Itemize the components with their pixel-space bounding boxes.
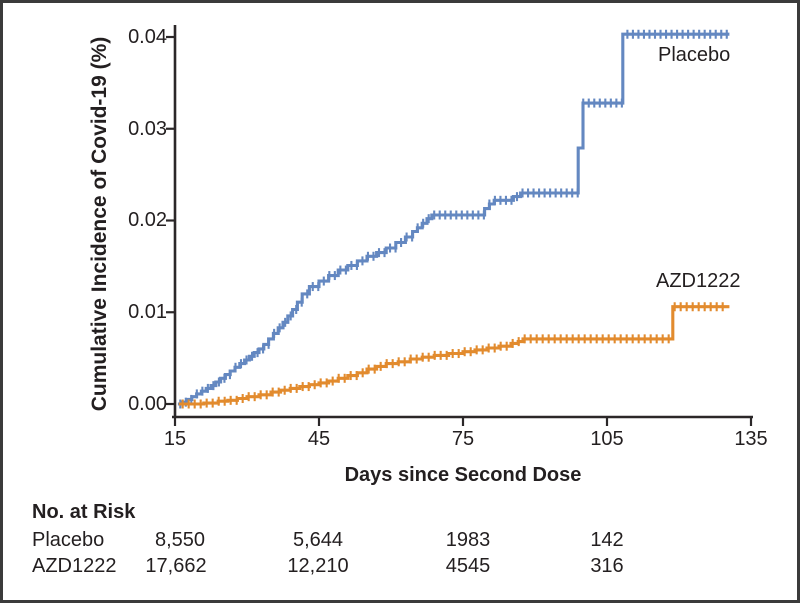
risk-row-label-placebo: Placebo [32, 529, 105, 551]
x-tick-label: 75 [451, 428, 475, 450]
y-tick-label: 0.02 [128, 209, 167, 231]
risk-value: 1983 [445, 529, 491, 551]
x-tick-label: 135 [734, 428, 768, 450]
series-placebo [177, 32, 730, 406]
y-tick-label: 0.03 [128, 118, 167, 140]
y-tick-label: 0.00 [128, 393, 167, 415]
curve-label-azd1222: AZD1222 [656, 270, 741, 292]
y-tick-label: 0.01 [128, 301, 167, 323]
x-axis-title: Days since Second Dose [344, 464, 582, 486]
risk-table-header: No. at Risk [32, 501, 136, 523]
risk-value: 5,644 [292, 529, 344, 551]
x-tick-label: 15 [163, 428, 187, 450]
risk-value: 17,662 [145, 555, 207, 577]
x-tick-label: 105 [590, 428, 624, 450]
curve-label-placebo: Placebo [658, 44, 731, 66]
risk-value: 142 [590, 529, 624, 551]
risk-row-label-azd1222: AZD1222 [32, 555, 117, 577]
series-azd1222 [178, 305, 730, 406]
y-tick-label: 0.04 [128, 26, 167, 48]
x-tick-label: 45 [307, 428, 331, 450]
risk-value: 12,210 [287, 555, 349, 577]
risk-value: 316 [590, 555, 624, 577]
risk-value: 8,550 [154, 529, 206, 551]
y-axis-title: Cumulative Incidence of Covid-19 (%) [88, 36, 111, 412]
risk-value: 4545 [445, 555, 491, 577]
